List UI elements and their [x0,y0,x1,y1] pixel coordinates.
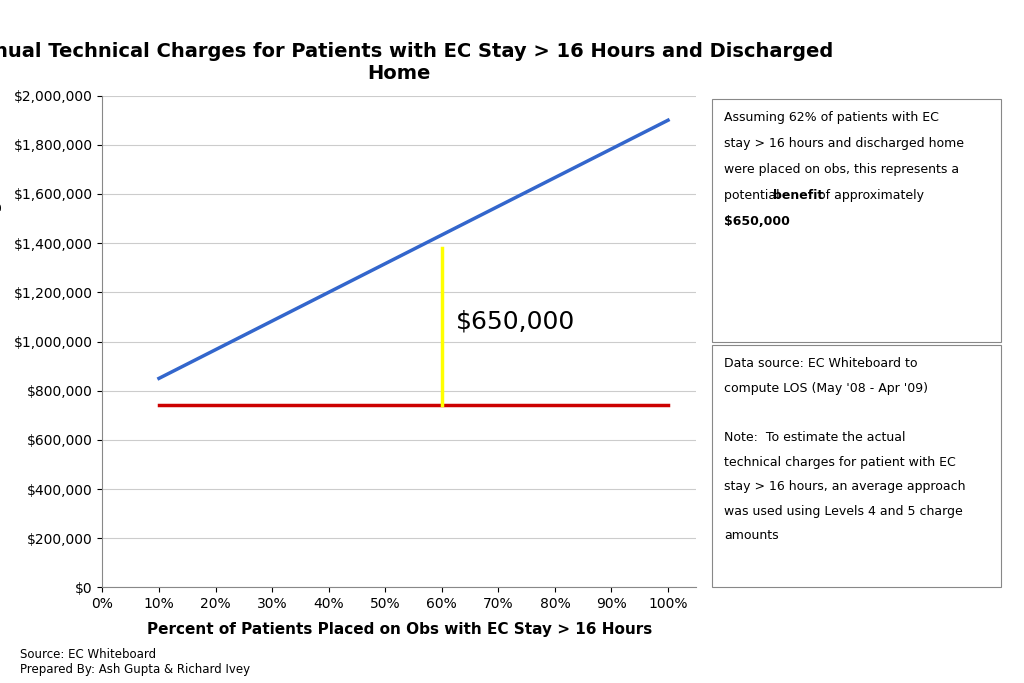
Text: benefit: benefit [772,189,823,202]
Expected Charges Including Obs [209,346,221,354]
Estimated Actual Charges [379,402,391,410]
Estimated Actual Charges [605,402,617,410]
Legend: Expected Charges Including Obs, Estimated Actual Charges: Expected Charges Including Obs, Estimate… [715,102,975,137]
Text: amounts: amounts [724,529,778,542]
X-axis label: Percent of Patients Placed on Obs with EC Stay > 16 Hours: Percent of Patients Placed on Obs with E… [146,622,652,637]
Estimated Actual Charges [153,402,165,410]
Estimated Actual Charges [323,402,335,410]
Expected Charges Including Obs [266,317,279,325]
Expected Charges Including Obs [153,374,165,382]
Title: Annual Technical Charges for Patients with EC Stay > 16 Hours and Discharged
Hom: Annual Technical Charges for Patients wi… [0,42,834,83]
Expected Charges Including Obs [379,260,391,268]
Text: was used using Levels 4 and 5 charge: was used using Levels 4 and 5 charge [724,505,963,518]
Text: technical charges for patient with EC: technical charges for patient with EC [724,456,955,469]
Text: stay > 16 hours and discharged home: stay > 16 hours and discharged home [724,137,964,150]
Text: of approximately: of approximately [814,189,924,202]
Estimated Actual Charges [266,402,279,410]
Expected Charges Including Obs [605,145,617,153]
Line: Expected Charges Including Obs: Expected Charges Including Obs [159,120,668,378]
Expected Charges Including Obs [493,202,505,210]
Estimated Actual Charges [493,402,505,410]
Text: Data source: EC Whiteboard to: Data source: EC Whiteboard to [724,357,918,370]
Expected Charges Including Obs [662,116,674,124]
Text: Assuming 62% of patients with EC: Assuming 62% of patients with EC [724,111,939,124]
Expected Charges Including Obs [323,288,335,296]
Expected Charges Including Obs [435,231,447,239]
Expected Charges Including Obs [549,173,561,182]
Text: Note:  To estimate the actual: Note: To estimate the actual [724,431,905,444]
Text: were placed on obs, this represents a: were placed on obs, this represents a [724,163,959,176]
Estimated Actual Charges [549,402,561,410]
Text: stay > 16 hours, an average approach: stay > 16 hours, an average approach [724,480,966,493]
Text: $650,000: $650,000 [724,215,790,228]
Text: compute LOS (May '08 - Apr '09): compute LOS (May '08 - Apr '09) [724,382,928,395]
Text: potential: potential [724,189,783,202]
Estimated Actual Charges [662,402,674,410]
Text: Source: EC Whiteboard
Prepared By: Ash Gupta & Richard Ivey: Source: EC Whiteboard Prepared By: Ash G… [20,648,251,676]
Estimated Actual Charges [435,402,447,410]
Estimated Actual Charges [209,402,221,410]
Y-axis label: Estimated Annual Technical Charge: Estimated Annual Technical Charge [0,191,2,492]
Text: $650,000: $650,000 [456,310,575,334]
